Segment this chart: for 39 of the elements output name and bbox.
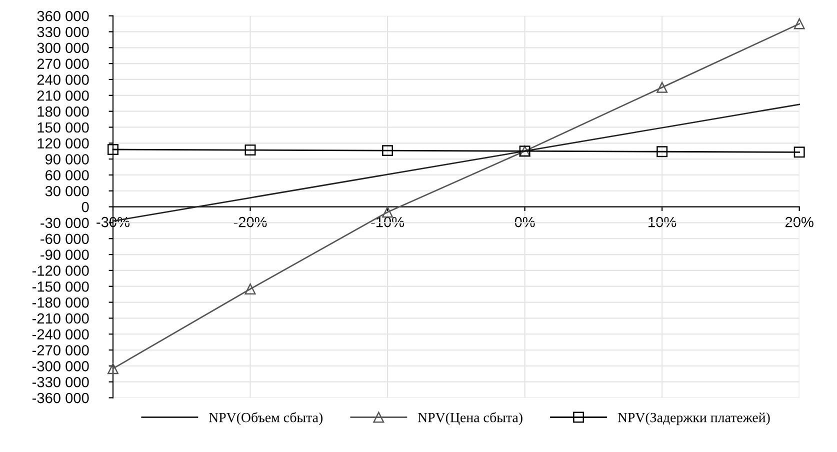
y-tick-label: 0	[82, 202, 89, 212]
y-tick-label: 180 000	[38, 106, 89, 117]
y-tick-label: -30 000	[40, 218, 89, 228]
point	[382, 206, 394, 218]
point	[244, 144, 256, 156]
point	[656, 146, 668, 158]
y-tick-label: -270 000	[32, 345, 89, 356]
y-tick-label: -300 000	[32, 361, 89, 372]
y-tick-label: 90 000	[45, 154, 89, 164]
y-tick-label: -120 000	[32, 266, 89, 276]
y-tick-label: 330 000	[37, 26, 89, 38]
y-tick-label: 360 000	[37, 10, 89, 22]
point	[108, 363, 118, 374]
y-tick-label: -180 000	[32, 297, 89, 308]
legend-label: NPV(Цена сбыта)	[418, 412, 522, 426]
point	[794, 18, 805, 30]
point	[656, 82, 668, 93]
y-tick-label: -210 000	[32, 313, 89, 324]
legend-label: NPV(Задержки платежей)	[618, 412, 770, 426]
y-tick-label: -60 000	[40, 234, 89, 244]
point	[382, 145, 394, 156]
y-tick-label: -330 000	[32, 376, 89, 388]
y-tick-label: -240 000	[32, 329, 89, 340]
y-tick-label: 60 000	[46, 170, 89, 180]
y-tick-label: -360 000	[32, 392, 89, 404]
y-tick-label: 240 000	[37, 74, 89, 85]
y-tick-label: 30 000	[45, 186, 89, 196]
y-tick-label: 300 000	[37, 42, 89, 54]
point	[794, 146, 805, 158]
y-tick-label: 120 000	[38, 138, 89, 149]
y-tick-label: 210 000	[37, 90, 89, 101]
point	[244, 284, 256, 294]
legend-label: NPV(Объем сбыта)	[208, 412, 322, 426]
y-tick-label: 270 000	[37, 58, 89, 69]
y-tick-label: 150 000	[38, 122, 89, 133]
point	[108, 144, 118, 155]
y-tick-label: -90 000	[40, 250, 89, 260]
x-tick-label: 20%	[785, 216, 814, 228]
y-tick-label: -150 000	[32, 281, 89, 292]
